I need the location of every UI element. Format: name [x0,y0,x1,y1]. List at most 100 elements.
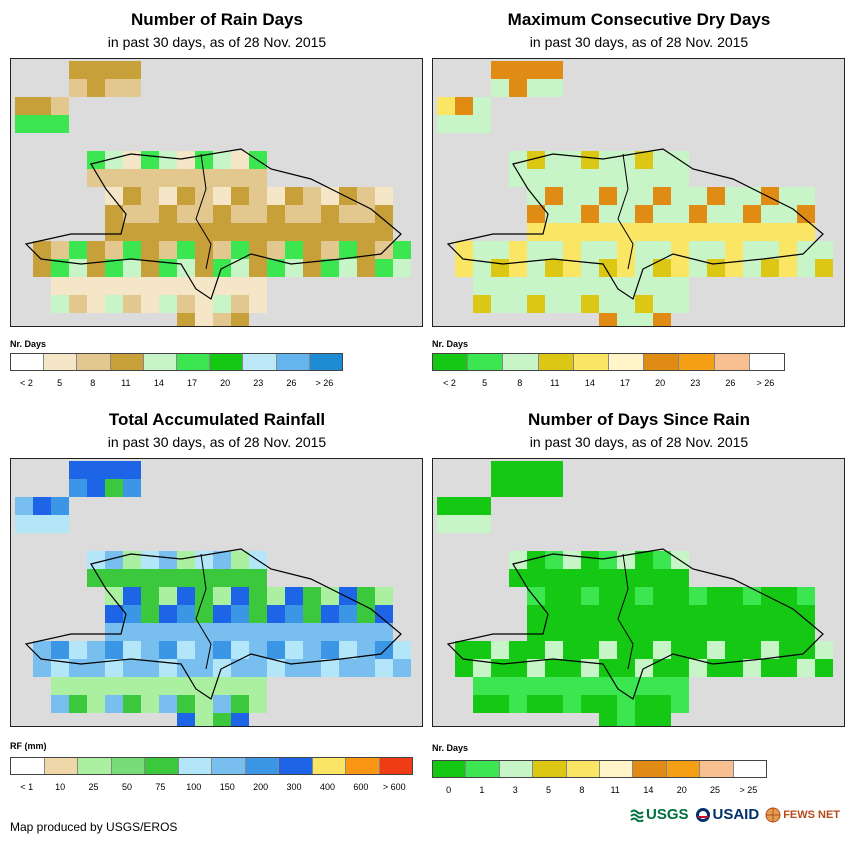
usaid-seal-icon [695,807,710,822]
grid-cell [509,569,527,587]
grid-cell [743,587,761,605]
panel-title: Number of Days Since Rain [527,410,750,429]
legend-swatch [733,761,767,777]
grid-cell [599,169,617,187]
grid-cell [123,587,141,605]
grid-cell [357,259,375,277]
grid-cell [159,277,177,295]
grid-cell [545,205,563,223]
grid-cell [123,551,141,569]
grid-cell [455,241,473,259]
grid-cell [267,623,285,641]
legend-swatch [700,761,734,777]
grid-cell [51,659,69,677]
grid-cell [177,205,195,223]
legend-tick-label: 25 [710,785,721,795]
grid-cell [177,187,195,205]
grid-cell [509,641,527,659]
grid-cell [527,79,545,97]
grid-cell [509,551,527,569]
grid-cell [159,241,177,259]
grid-cell [635,605,653,623]
grid-cell [473,659,491,677]
panel-title: Maximum Consecutive Dry Days [507,10,771,29]
grid-cell [177,713,195,726]
grid-cell [33,641,51,659]
legend-tick-label: 20 [655,378,666,388]
grid-cell [87,461,105,479]
grid-cell [671,295,689,313]
legend-tick-label: 5 [482,378,488,388]
grid-cell [123,241,141,259]
grid-cell [545,295,563,313]
grid-cell [87,677,105,695]
grid-cell [527,695,545,713]
usgs-wave-icon [630,809,644,822]
grid-cell [599,277,617,295]
grid-cell [491,241,509,259]
grid-cell [141,277,159,295]
grid-cell [51,641,69,659]
grid-cell [653,551,671,569]
grid-cell [689,223,707,241]
grid-cell [159,605,177,623]
grid-cell [491,295,509,313]
grid-cell [653,587,671,605]
grid-cell [743,205,761,223]
grid-cell [177,241,195,259]
grid-cell [761,187,779,205]
grid-cell [581,587,599,605]
grid-cell [653,241,671,259]
grid-cell [527,295,545,313]
grid-cell [105,241,123,259]
grid-cell [231,169,249,187]
grid-cell [653,641,671,659]
grid-cell [231,605,249,623]
legend-swatch [212,758,246,774]
grid-cell [527,169,545,187]
grid-cell [797,223,815,241]
legend-tick-label: 300 [286,782,302,792]
grid-cell [249,277,267,295]
grid-cell [285,605,303,623]
grid-cell [339,659,357,677]
grid-cell [599,641,617,659]
grid-cell [69,641,87,659]
grid-cell [599,713,617,726]
legend-label: RF (mm) [10,741,47,751]
grid-cell [635,551,653,569]
panel-subtitle: in past 30 days, as of 28 Nov. 2015 [107,434,327,450]
grid-cell [51,695,69,713]
grid-cell [617,313,635,326]
grid-cell [123,277,141,295]
grid-cell [339,187,357,205]
grid-cell [599,259,617,277]
grid-cell [689,641,707,659]
grid-cell [743,659,761,677]
grid-cell [689,659,707,677]
usgs-logo[interactable]: USGS [630,806,689,823]
grid-cell [545,587,563,605]
grid-cell [303,641,321,659]
grid-cell [159,569,177,587]
grid-cell [635,151,653,169]
grid-cell [231,623,249,641]
legend-tick-label: 11 [121,378,131,388]
legend-label: Nr. Days [10,339,47,349]
fewsnet-logo[interactable]: FEWS NET [765,807,840,823]
grid-cell [527,259,545,277]
grid-cell [249,169,267,187]
legend-swatch [433,354,469,370]
legend-tick-label: 23 [690,378,701,388]
legend-swatch [433,761,467,777]
grid-cell [491,61,509,79]
grid-cell [491,695,509,713]
grid-cell [689,587,707,605]
grid-cell [653,259,671,277]
grid-cell [285,659,303,677]
grid-cell [123,695,141,713]
grid-cell [581,695,599,713]
grid-cell [51,277,69,295]
grid-cell [635,695,653,713]
usaid-logo[interactable]: USAID [695,806,759,823]
